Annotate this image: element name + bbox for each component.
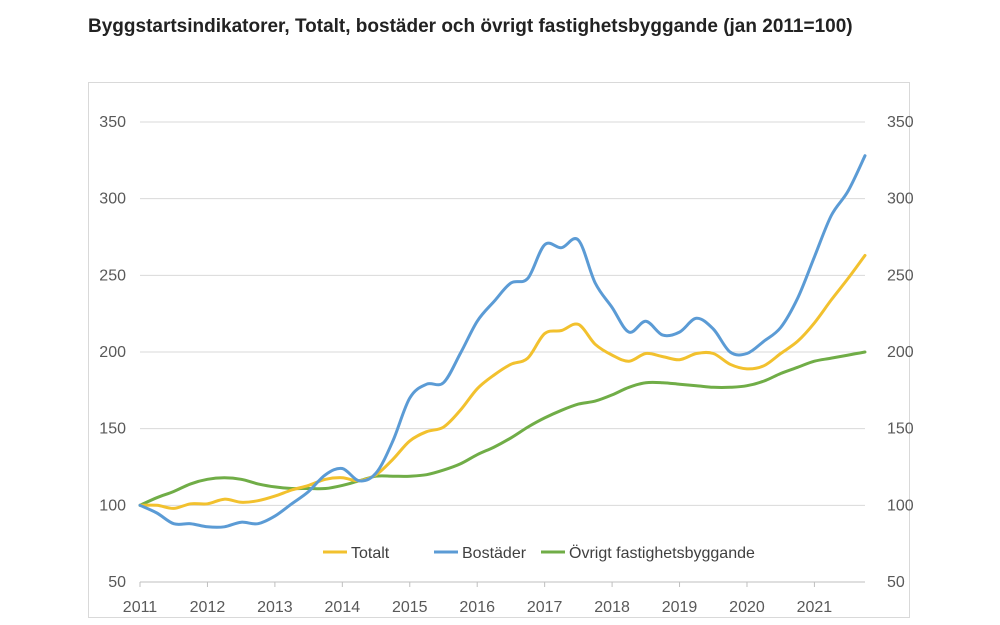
y-tick-right: 250 [887, 267, 914, 284]
y-tick-right: 50 [887, 574, 905, 591]
x-tick-label: 2013 [257, 599, 293, 616]
x-tick-label: 2016 [459, 599, 495, 616]
y-tick-right: 200 [887, 344, 914, 361]
chart-frame [88, 82, 910, 618]
x-tick-label: 2015 [392, 599, 428, 616]
legend-label: Bostäder [462, 545, 527, 562]
y-tick-left: 150 [99, 421, 126, 438]
legend: Totalt Bostäder Övrigt fastighetsbyggande [323, 544, 755, 562]
series-lines [138, 154, 867, 529]
y-tick-left: 100 [99, 497, 126, 514]
x-tick-label: 2019 [662, 599, 698, 616]
x-axis: 2011 2012 2013 2014 2015 2016 2017 2018 2019 2020… [123, 581, 865, 616]
y-tick-right: 100 [887, 497, 914, 514]
x-tick-label: 2021 [797, 599, 833, 616]
x-tick-label: 2011 [123, 599, 158, 616]
y-tick-left: 350 [99, 114, 126, 131]
chart-title: Byggstartsindikatorer, Totalt, bostäder … [88, 16, 853, 37]
x-tick-label: 2020 [729, 599, 765, 616]
x-tick-label: 2018 [594, 599, 630, 616]
y-tick-left: 50 [108, 574, 126, 591]
y-tick-left: 200 [99, 344, 126, 361]
y-tick-left: 250 [99, 267, 126, 284]
x-tick-label: 2017 [527, 599, 563, 616]
y-tick-left: 300 [99, 191, 126, 208]
y-axis-right: 350 300 250 200 150 100 50 [887, 114, 914, 591]
y-tick-right: 150 [887, 421, 914, 438]
x-tick-label: 2014 [325, 599, 361, 616]
y-axis-left: 350 300 250 200 150 100 50 [99, 114, 126, 591]
y-tick-right: 350 [887, 114, 914, 131]
series-line-1 [138, 154, 867, 529]
series-line-2 [138, 350, 867, 507]
x-tick-label: 2012 [190, 599, 226, 616]
legend-label: Totalt [351, 545, 390, 562]
series-line-0 [138, 253, 867, 510]
legend-label: Övrigt fastighetsbyggande [569, 544, 755, 562]
y-tick-right: 300 [887, 191, 914, 208]
gridlines [140, 121, 865, 506]
